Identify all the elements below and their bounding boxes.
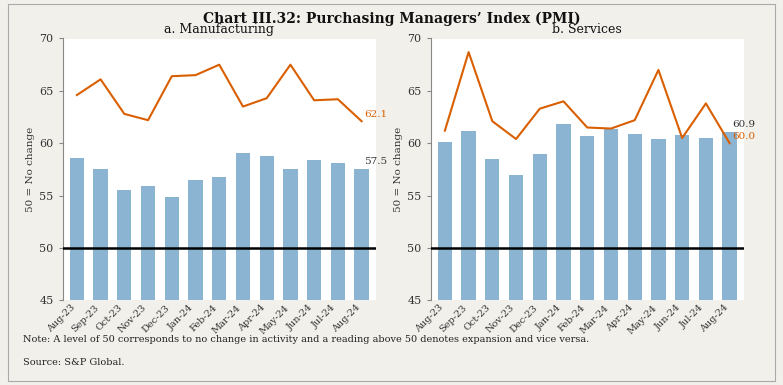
Bar — [283, 169, 298, 385]
Bar — [580, 136, 594, 385]
Bar — [628, 134, 642, 385]
Bar — [307, 160, 321, 385]
Bar — [355, 169, 369, 385]
Bar — [164, 197, 179, 385]
Text: Chart III.32: Purchasing Managers’ Index (PMI): Chart III.32: Purchasing Managers’ Index… — [203, 12, 580, 26]
Bar — [509, 175, 523, 385]
Bar — [675, 135, 689, 385]
Bar — [141, 186, 155, 385]
Title: a. Manufacturing: a. Manufacturing — [164, 23, 274, 36]
Bar — [70, 158, 84, 385]
Bar — [212, 177, 226, 385]
Bar — [260, 156, 274, 385]
Text: Note: A level of 50 corresponds to no change in activity and a reading above 50 : Note: A level of 50 corresponds to no ch… — [23, 335, 590, 344]
Bar — [532, 154, 547, 385]
Text: 60.0: 60.0 — [732, 132, 755, 141]
Bar — [189, 180, 203, 385]
Y-axis label: 50 = No change: 50 = No change — [394, 127, 403, 212]
Text: Source: S&P Global.: Source: S&P Global. — [23, 358, 125, 367]
Bar — [651, 139, 666, 385]
Bar — [557, 124, 571, 385]
Bar — [93, 169, 108, 385]
Text: 60.9: 60.9 — [732, 120, 755, 129]
Text: 57.5: 57.5 — [364, 157, 387, 166]
Bar — [330, 163, 345, 385]
Y-axis label: 50 = No change: 50 = No change — [26, 127, 35, 212]
Bar — [438, 142, 452, 385]
Title: b. Services: b. Services — [552, 23, 622, 36]
Text: 62.1: 62.1 — [364, 110, 387, 119]
Bar — [461, 131, 476, 385]
Bar — [723, 132, 737, 385]
Bar — [117, 190, 132, 385]
Bar — [485, 159, 500, 385]
Bar — [698, 138, 713, 385]
Bar — [236, 152, 250, 385]
Bar — [604, 129, 618, 385]
